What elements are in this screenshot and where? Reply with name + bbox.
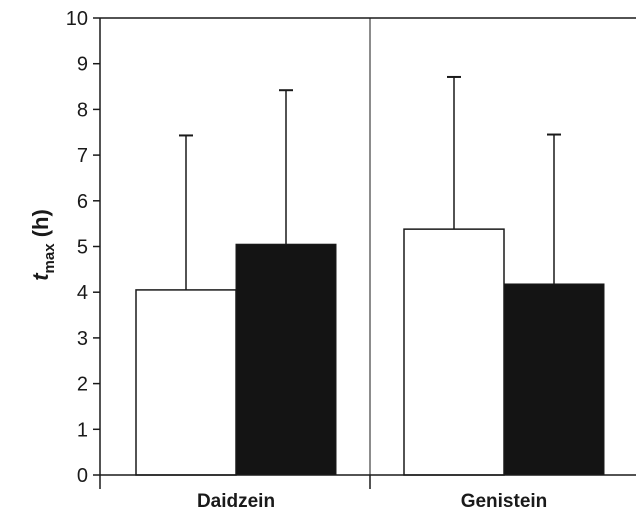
y-tick-label: 7 [77,145,88,167]
y-axis-label-sub: max [41,243,58,274]
y-tick-label: 8 [77,99,88,121]
y-tick-label: 0 [77,465,88,487]
y-tick-label: 10 [66,8,88,30]
bar-daidzein-series-1 [135,289,237,476]
y-tick-label: 6 [77,191,88,213]
bars [135,228,605,476]
y-axis-label-main: t [28,272,53,281]
x-axis-labels: Daidzein Genistein [197,491,547,512]
axes [99,17,636,489]
y-tick-label: 9 [77,54,88,76]
y-tick-label: 5 [77,237,88,259]
y-axis-label: tmax (h) [28,209,58,281]
x-category-label: Daidzein [197,491,275,512]
y-tick-label: 4 [77,282,88,304]
y-tick-label: 3 [77,328,88,350]
y-axis-label-unit: (h) [28,209,53,243]
bar-genistein-series-1 [403,228,505,476]
y-tick-label: 1 [77,419,88,441]
y-tick-label: 2 [77,374,88,396]
y-axis-ticks: 0 1 2 3 4 5 6 7 8 9 10 [66,8,100,487]
error-bars [179,75,561,290]
bar-genistein-series-2 [503,283,605,476]
x-category-label: Genistein [461,491,548,512]
bar-daidzein-series-2 [235,243,337,476]
